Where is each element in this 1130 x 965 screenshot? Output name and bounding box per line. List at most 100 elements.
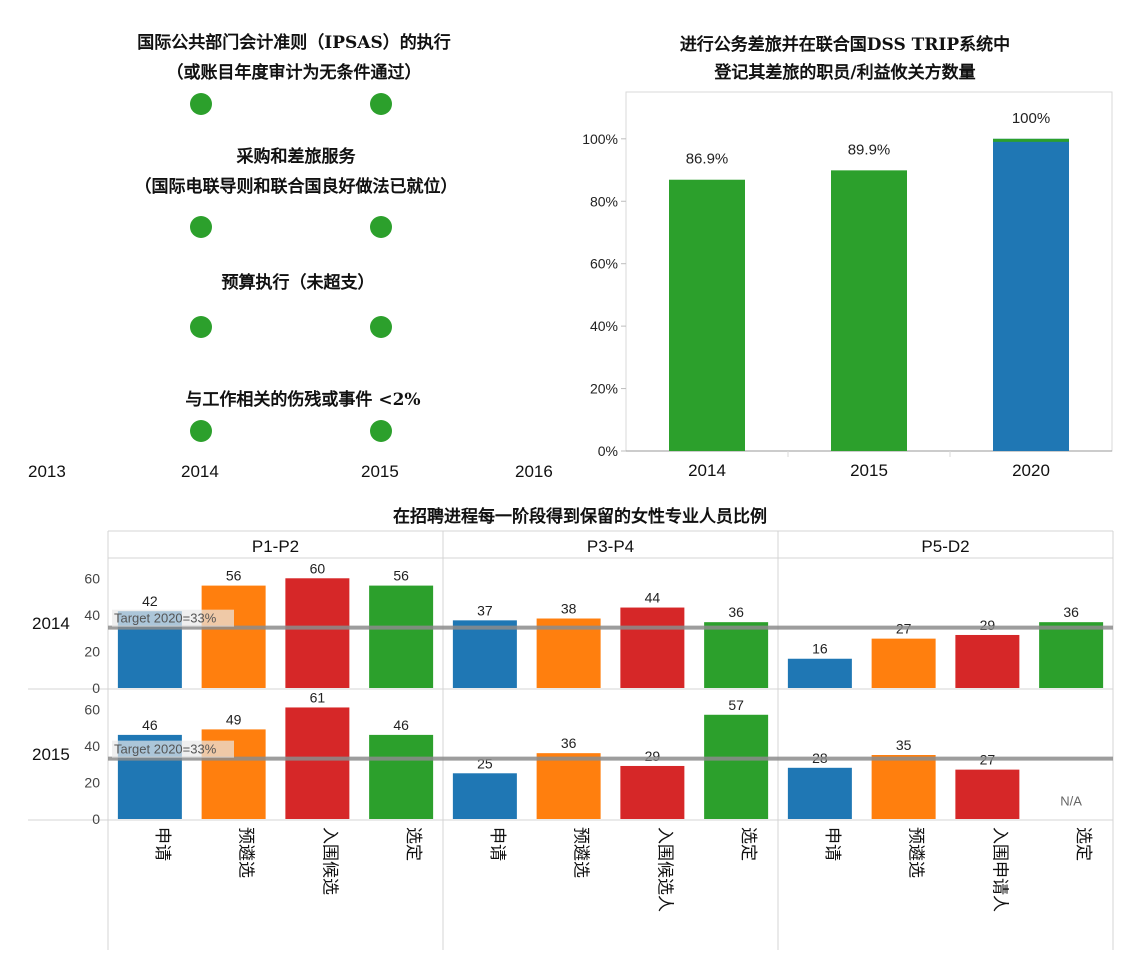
status-dot-1-2014 [190,93,212,115]
axis-year-2016: 2016 [515,462,553,481]
bar-2014-P3-P4-3 [704,622,769,688]
status-dot-2-2015 [370,216,392,238]
row-label-2014: 2014 [32,614,70,633]
indicator-panel: 国际公共部门会计准则（IPSAS）的执行 （或账目年度审计为无条件通过） 采购和… [0,0,560,490]
data-label: 38 [561,601,577,617]
data-label: 44 [645,590,661,606]
stage-label: 预遴选 [907,827,926,878]
data-label-2015: 89.9% [848,141,891,158]
axis-year-2013: 2013 [28,462,66,481]
indicator-title-3: 预算执行（未超支） [221,273,375,293]
status-dot-4-2015 [370,420,392,442]
stage-label: 申请 [823,827,842,861]
group-header-P5-D2: P5-D2 [921,537,969,556]
bar-2015-P3-P4-1 [536,753,601,819]
bar-2015 [831,170,907,451]
y-tick-label: 80% [590,193,618,209]
bar-2015-P5-D2-0 [787,767,852,819]
y-tick-label: 40 [84,738,100,754]
stage-label: 预遴选 [572,827,591,878]
data-label: 49 [226,711,242,727]
recruitment-chart-title: 在招聘进程每一阶段得到保留的女性专业人员比例 [393,507,767,527]
stage-label: 选定 [404,827,423,861]
target-label: Target 2020=33% [114,611,217,626]
data-label-2014: 86.9% [686,151,729,168]
bar-2014-P5-D2-2 [955,634,1020,688]
x-tick-label-2020: 2020 [1012,461,1050,480]
stage-label: 入围申请人 [990,827,1009,912]
y-tick-label: 0 [92,811,100,827]
bar-2014-P3-P4-0 [452,620,517,688]
data-label: 46 [393,717,409,733]
data-label: 29 [980,617,996,633]
data-label: 56 [393,568,409,584]
y-tick-label: 0 [92,680,100,696]
status-dot-1-2015 [370,93,392,115]
bar-2020 [993,138,1069,451]
data-label: 60 [310,560,326,576]
data-label: 36 [728,604,744,620]
bar-2015-P1-P2-2 [285,707,350,819]
y-tick-label: 100% [582,131,618,147]
data-label: 36 [561,735,577,751]
y-tick-label: 40% [590,318,618,334]
data-label: 42 [142,593,158,609]
bar-2014-P3-P4-1 [536,618,601,688]
y-tick-label: 20 [84,643,100,659]
indicator-title-4: 与工作相关的伤残或事件 <2% [185,390,421,410]
bar-2014-P1-P2-3 [369,585,434,688]
x-tick-label-2015: 2015 [850,461,888,480]
target-label-bg [112,609,234,627]
bar-2014-P1-P2-1 [201,585,266,688]
bar-2014-P1-P2-2 [285,578,350,688]
stage-label: 选定 [1074,827,1093,861]
bar-2014 [669,179,745,451]
y-tick-label: 0% [598,443,618,459]
y-tick-label: 60 [84,701,100,717]
y-tick-label: 40 [84,607,100,623]
stage-label: 预遴选 [237,827,256,878]
bar-2015-P3-P4-3 [704,714,769,819]
bar-2014-P5-D2-0 [787,658,852,688]
stage-label: 入围候选 [320,827,339,895]
y-tick-label: 20 [84,774,100,790]
bar-2014-P3-P4-2 [620,607,685,688]
status-dot-3-2014 [190,316,212,338]
travel-chart: 0% 20% 40% 60% 80% 100% 86.9% 2014 89.9% 2015 100%… [582,91,1113,480]
group-header-P3-P4: P3-P4 [587,537,634,556]
indicator-title-1-line1: 国际公共部门会计准则（IPSAS）的执行 [137,33,451,53]
bar-2015-P5-D2-1 [871,755,936,819]
status-dot-4-2014 [190,420,212,442]
data-label: 57 [728,697,744,713]
bar-2014-P5-D2-1 [871,638,936,688]
status-dot-3-2015 [370,316,392,338]
data-label: 16 [812,641,828,657]
y-tick-label: 60 [84,570,100,586]
target-label-bg [112,740,234,758]
bar-2014-P5-D2-3 [1039,622,1104,688]
data-label: 56 [226,568,242,584]
stage-label: 申请 [488,827,507,861]
axis-year-2015: 2015 [361,462,399,481]
axis-year-2014: 2014 [181,462,219,481]
row-label-2015: 2015 [32,745,70,764]
data-label: 37 [477,602,493,618]
group-header-P1-P2: P1-P2 [252,537,299,556]
target-label: Target 2020=33% [114,742,217,757]
bar-2015-P1-P2-3 [369,734,434,819]
bar-cap-2020 [993,138,1069,142]
bar-2015-P5-D2-2 [955,769,1020,819]
bar-2015-P3-P4-2 [620,765,685,819]
travel-chart-title-line1: 进行公务差旅并在联合国DSS TRIP系统中 [679,35,1011,55]
bar-2015-P3-P4-0 [452,773,517,819]
indicator-title-1-line2: （或账目年度审计为无条件通过） [166,63,422,83]
travel-chart-title-line2: 登记其差旅的职员/利益攸关方数量 [714,63,976,83]
x-tick-label-2014: 2014 [688,461,726,480]
stage-label: 选定 [739,827,758,861]
data-label: 35 [896,737,912,753]
data-label: 61 [310,689,326,705]
data-label: 36 [1063,604,1079,620]
stage-label: 申请 [153,827,172,861]
indicator-title-2-line2: （国际电联导则和联合国良好做法已就位） [134,177,458,197]
stage-label: 入围候选人 [655,827,674,912]
